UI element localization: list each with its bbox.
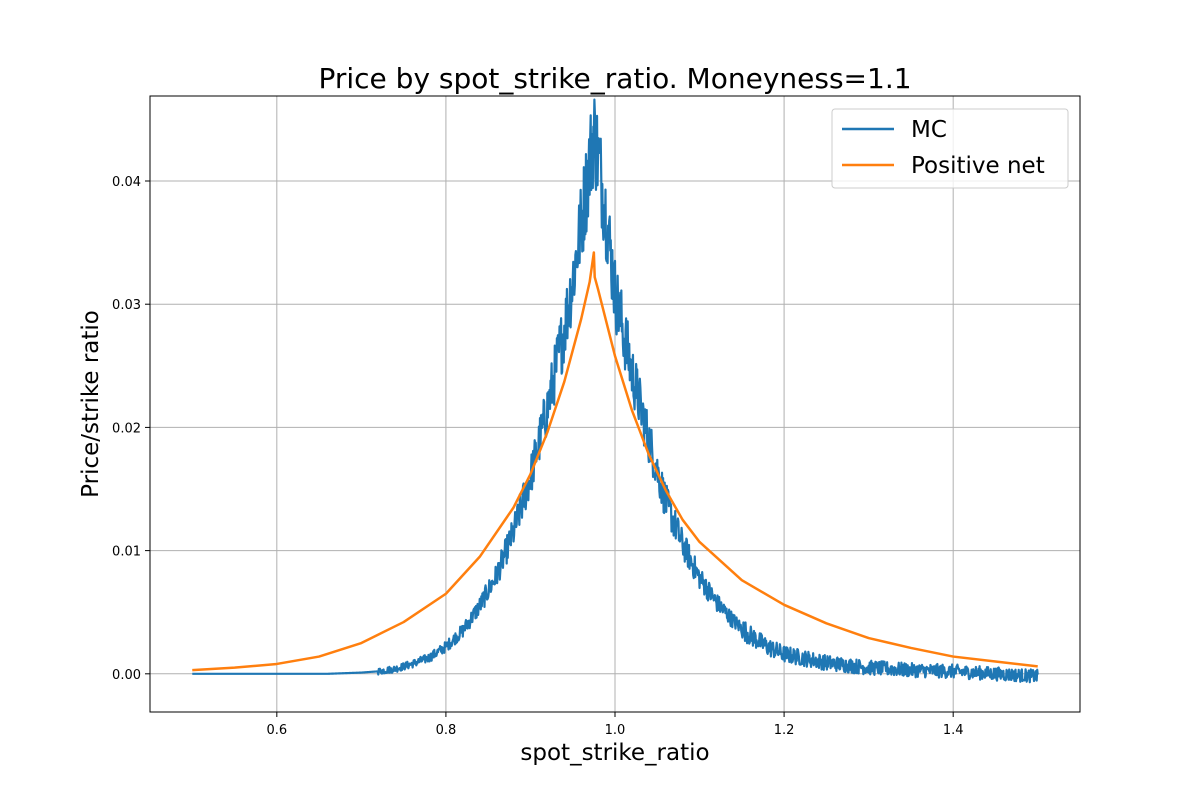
series-line-mc: [191, 98, 1039, 684]
x-tick-label: 0.8: [436, 723, 457, 738]
y-axis-label: Price/strike ratio: [78, 310, 104, 498]
x-tick-label: 1.0: [605, 723, 626, 738]
y-tick-label: 0.02: [112, 421, 141, 436]
legend-label-positive-net: Positive net: [911, 153, 1045, 179]
y-tick-label: 0.00: [112, 668, 141, 683]
x-tick-label: 1.2: [774, 723, 795, 738]
x-axis-label: spot_strike_ratio: [520, 740, 709, 766]
legend-label-mc: MC: [911, 117, 947, 143]
y-tick-label: 0.04: [112, 175, 141, 190]
series-line-positive-net: [192, 251, 1038, 672]
y-tick-label: 0.03: [112, 298, 141, 313]
series-layer: [191, 98, 1039, 684]
x-axis-ticks: 0.6 0.8 1.0 1.2 1.4: [266, 712, 964, 738]
x-tick-label: 1.4: [943, 723, 964, 738]
x-tick-label: 0.6: [266, 723, 287, 738]
y-axis-ticks: 0.00 0.01 0.02 0.03 0.04: [112, 175, 150, 683]
chart-title: Price by spot_strike_ratio. Moneyness=1.…: [318, 62, 911, 95]
y-tick-label: 0.01: [112, 545, 141, 560]
legend: MC Positive net: [831, 108, 1069, 189]
